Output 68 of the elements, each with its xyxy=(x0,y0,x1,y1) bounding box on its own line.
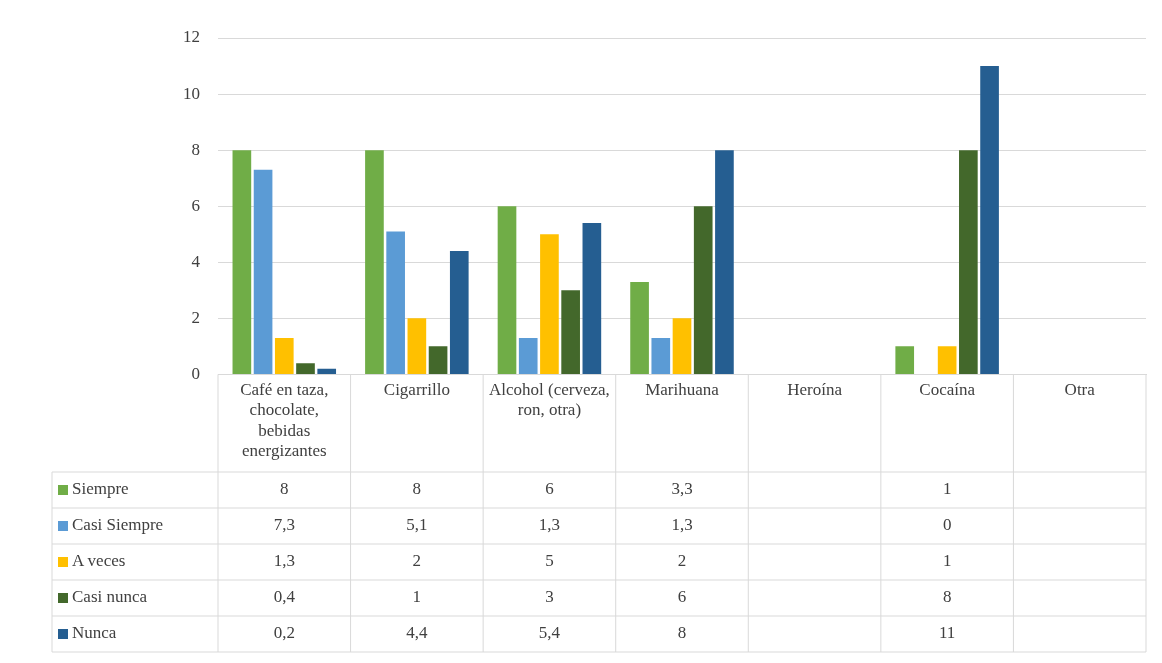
data-label: 1,3 xyxy=(273,551,295,571)
data-label: 5,4 xyxy=(538,623,561,643)
data-label: 8 xyxy=(280,479,289,499)
y-tick-label: 12 xyxy=(183,27,200,47)
legend-label: Casi Siempre xyxy=(72,515,164,535)
bar xyxy=(651,337,671,374)
x-tick-label: Cocaína xyxy=(919,380,976,400)
bar xyxy=(428,346,448,374)
x-tick-label: Alcohol (cerveza, ron, otra) xyxy=(489,380,610,420)
y-tick-label: 4 xyxy=(191,251,201,271)
bar xyxy=(386,231,405,374)
data-label: 1 xyxy=(942,479,952,499)
data-label: 2 xyxy=(677,551,687,571)
data-label: 0 xyxy=(942,515,952,535)
data-label: 0,4 xyxy=(273,587,296,607)
bar xyxy=(317,368,337,374)
y-tick-label: 10 xyxy=(183,83,200,103)
data-label: 11 xyxy=(938,623,956,643)
bar xyxy=(895,346,915,374)
bar xyxy=(937,346,957,374)
x-tick-label: Cigarrillo xyxy=(383,380,450,400)
y-tick-label: 8 xyxy=(191,139,200,159)
data-label: 1,3 xyxy=(538,515,561,535)
bar xyxy=(630,281,649,374)
bar xyxy=(407,318,427,374)
legend-label: A veces xyxy=(72,551,126,571)
bar xyxy=(296,363,315,374)
bar xyxy=(980,66,999,374)
data-label: 6 xyxy=(545,479,554,499)
bar xyxy=(497,206,517,374)
data-label: 0,2 xyxy=(273,623,295,643)
data-label: 8 xyxy=(942,587,952,607)
data-label: 1 xyxy=(412,587,422,607)
bar xyxy=(518,337,538,374)
bar xyxy=(232,150,252,374)
bar xyxy=(693,206,713,374)
bar xyxy=(959,150,978,374)
bar xyxy=(561,290,580,374)
x-tick-label: Café en taza, chocolate, bebidas energizantes xyxy=(240,380,329,461)
legend-label: Siempre xyxy=(72,479,129,499)
bar xyxy=(540,234,559,374)
data-label: 5,1 xyxy=(406,515,428,535)
data-label: 4,4 xyxy=(406,623,428,643)
y-tick-label: 2 xyxy=(191,307,200,327)
data-label: 5 xyxy=(545,551,554,571)
data-label: 1 xyxy=(942,551,952,571)
data-label: 1,3 xyxy=(671,515,693,535)
bar xyxy=(449,251,469,374)
bar xyxy=(274,337,294,374)
data-label: 3,3 xyxy=(671,479,693,499)
data-label: 7,3 xyxy=(273,515,295,535)
bar xyxy=(582,223,602,374)
legend-label: Nunca xyxy=(72,623,117,643)
y-tick-label: 6 xyxy=(191,195,200,215)
x-tick-label: Marihuana xyxy=(645,380,720,400)
bar xyxy=(365,150,384,374)
bar xyxy=(253,169,273,374)
y-tick-label: 0 xyxy=(191,363,200,383)
legend-label: Casi nunca xyxy=(72,587,148,607)
data-label: 8 xyxy=(412,479,422,499)
data-label: 3 xyxy=(545,587,554,607)
data-label: 6 xyxy=(677,587,687,607)
data-label: 8 xyxy=(677,623,687,643)
x-tick-label: Otra xyxy=(1064,380,1096,400)
x-tick-label: Heroína xyxy=(787,380,843,400)
data-label: 2 xyxy=(412,551,422,571)
bar xyxy=(715,150,734,374)
bar xyxy=(672,318,692,374)
